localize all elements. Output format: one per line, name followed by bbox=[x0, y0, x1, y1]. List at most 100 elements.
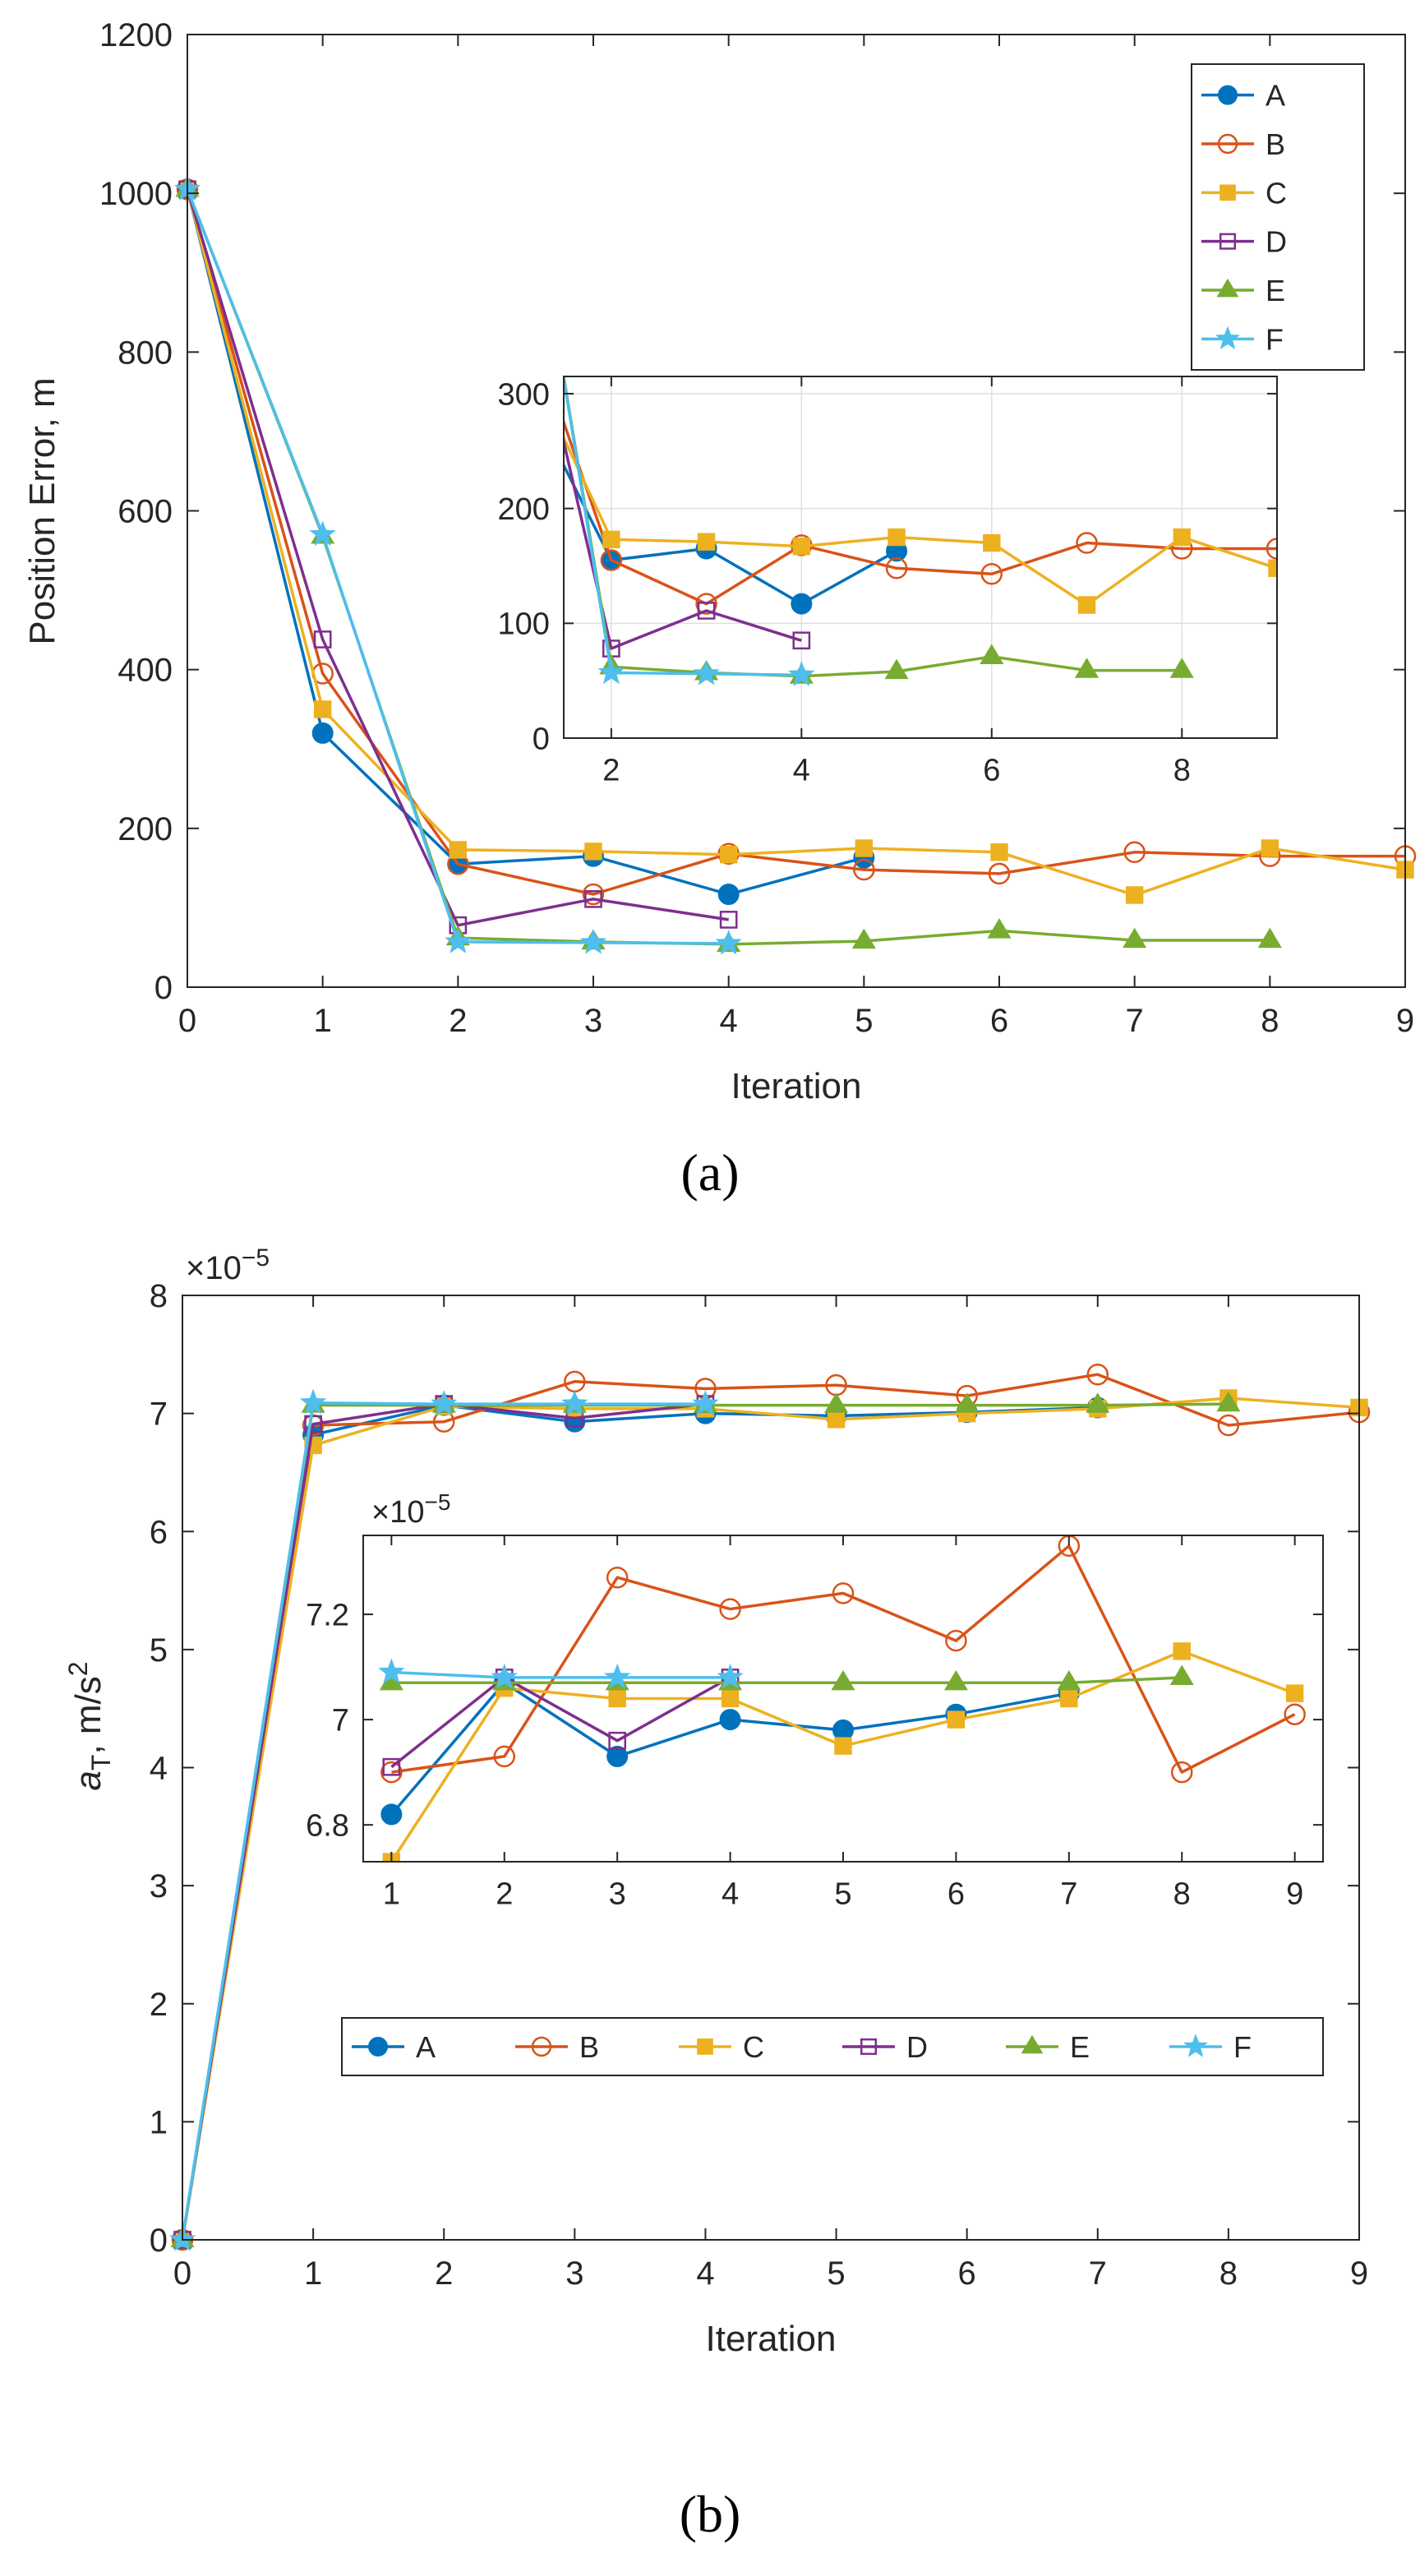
legend-label-e: E bbox=[1266, 274, 1285, 307]
chart-a-point-e-5 bbox=[851, 928, 876, 949]
chart-b-ytick-label-8: 8 bbox=[150, 1278, 168, 1314]
chart-b-inset-point-c-6 bbox=[947, 1710, 966, 1729]
chart-a-ytick-label-3: 600 bbox=[118, 494, 173, 530]
chart-b-point-e-8 bbox=[1216, 1391, 1241, 1412]
chart-a-inset-point-e-7 bbox=[1074, 658, 1100, 678]
chart-a-legend-entry-f: F bbox=[1201, 322, 1284, 356]
legend-label-a: A bbox=[416, 2030, 436, 2064]
chart-b-xtick-label-9: 9 bbox=[1350, 2255, 1368, 2292]
chart-b-inset-point-c-5 bbox=[834, 1737, 852, 1755]
chart-b-ytick-label-4: 4 bbox=[150, 1751, 168, 1787]
chart-b-point-e-5 bbox=[823, 1392, 849, 1413]
chart-b-inset-point-e-8 bbox=[1169, 1664, 1194, 1686]
chart-b-point-f-2 bbox=[431, 1390, 458, 1415]
chart-a-inset-point-e-5 bbox=[884, 658, 909, 680]
legend-marker-e bbox=[1021, 2034, 1044, 2054]
chart-a-ytick-label-4: 800 bbox=[118, 335, 173, 371]
chart-a-inset-point-c-5 bbox=[888, 528, 906, 547]
chart-a-inset-series-c bbox=[564, 434, 1277, 614]
chart-b-inset-xtick-label-5: 6 bbox=[947, 1877, 965, 1911]
chart-a-point-c-1 bbox=[313, 700, 332, 718]
chart-b-inset-xtick-label-6: 7 bbox=[1060, 1877, 1077, 1911]
chart-a-point-c-3 bbox=[584, 843, 602, 861]
chart-b-inset-point-f-1 bbox=[378, 1658, 405, 1684]
chart-a-point-e-7 bbox=[1123, 927, 1147, 949]
chart-a-inset: 2 4 6 8 0 100 200 300 bbox=[497, 376, 1278, 787]
chart-b-point-b-7 bbox=[1086, 1363, 1109, 1386]
chart-b-inset-point-f-4 bbox=[717, 1663, 744, 1689]
chart-b-inset-point-b-1 bbox=[380, 1761, 403, 1784]
chart-b-point-b-8 bbox=[1217, 1414, 1240, 1437]
chart-a-inset-plot-area bbox=[564, 376, 1277, 738]
chart-a-ytick-label-2: 400 bbox=[118, 653, 173, 689]
chart-a-legend-entry-c: C bbox=[1201, 176, 1287, 210]
chart-b-inset-series-b bbox=[380, 1535, 1306, 1784]
chart-b-inset-xtick-label-1: 2 bbox=[496, 1877, 513, 1911]
chart-b-inset-ytick-label-0: 6.8 bbox=[306, 1808, 349, 1843]
chart-b-exponent-label: ×10−5 bbox=[186, 1244, 270, 1286]
chart-b-inset-point-f-3 bbox=[603, 1663, 631, 1689]
chart-b-inset-point-b-9 bbox=[1284, 1703, 1306, 1725]
chart-a-inset-xtick-label-3: 8 bbox=[1173, 753, 1191, 787]
chart-a-inset-point-d-4 bbox=[792, 631, 811, 650]
chart-b-inset-point-b-8 bbox=[1170, 1761, 1193, 1784]
chart-a-inset-ytick-label-2: 200 bbox=[497, 492, 549, 527]
chart-b-inset-xtick-label-2: 3 bbox=[609, 1877, 626, 1911]
legend-marker-a bbox=[368, 2037, 388, 2057]
chart-a-xtick-label-5: 5 bbox=[855, 1003, 873, 1039]
chart-a-point-e-6 bbox=[987, 918, 1012, 939]
chart-a-inset-point-f-3 bbox=[693, 659, 720, 686]
chart-a-inset-point-b-3 bbox=[695, 593, 717, 615]
chart-b-inset-point-a-5 bbox=[832, 1719, 854, 1741]
chart-a-point-f-3 bbox=[579, 928, 607, 954]
chart-a-point-f-4 bbox=[715, 929, 742, 955]
chart-a-xtick-label-0: 0 bbox=[178, 1003, 196, 1039]
chart-a-inset-point-b-6 bbox=[980, 563, 1003, 585]
legend-label-f: F bbox=[1233, 2030, 1252, 2064]
chart-a-ytick-label-5: 1000 bbox=[99, 176, 173, 212]
chart-b-inset-point-b-6 bbox=[945, 1629, 967, 1652]
chart-b-point-d-1 bbox=[304, 1415, 322, 1433]
chart-b-inset-line-e bbox=[391, 1676, 1183, 1685]
chart-a-inset-xtick-label-0: 2 bbox=[602, 753, 620, 787]
chart-a-inset-point-b-5 bbox=[885, 557, 908, 579]
chart-a-point-c-7 bbox=[1125, 886, 1144, 904]
chart-a-inset-point-e-8 bbox=[1169, 658, 1194, 678]
chart-a-inset-data bbox=[564, 376, 1277, 686]
chart-b-inset-point-b-3 bbox=[606, 1566, 629, 1589]
chart-b-ytick-label-5: 5 bbox=[150, 1632, 168, 1669]
legend-label-d: D bbox=[906, 2030, 928, 2064]
chart-a-inset-point-f-4 bbox=[788, 661, 815, 686]
chart-a-point-f-1 bbox=[309, 520, 336, 547]
chart-a-inset-point-e-6 bbox=[980, 644, 1004, 664]
chart-a-inset-line-f bbox=[564, 376, 802, 676]
chart-a-ytick-label-1: 200 bbox=[118, 811, 173, 847]
chart-b-exponent-power: −5 bbox=[242, 1244, 270, 1272]
chart-b-inset-exponent-power: −5 bbox=[424, 1489, 450, 1515]
chart-b-inset-ytick-label-2: 7.2 bbox=[306, 1598, 349, 1632]
chart-a-point-a-1 bbox=[311, 722, 334, 744]
chart-b-inset-point-c-3 bbox=[608, 1689, 626, 1708]
legend-marker-c bbox=[697, 2038, 713, 2055]
legend-label-d: D bbox=[1266, 225, 1287, 259]
chart-b-inset-xtick-label-8: 9 bbox=[1286, 1877, 1303, 1911]
chart-b-inset-series-f bbox=[378, 1658, 744, 1689]
chart-b-point-f-3 bbox=[561, 1390, 588, 1415]
chart-b-inset-ytick-label-1: 7 bbox=[332, 1703, 349, 1738]
chart-b-ylabel-unit: , m/s bbox=[68, 1676, 108, 1754]
chart-a-point-b-7 bbox=[1123, 841, 1146, 864]
legend-label-e: E bbox=[1070, 2030, 1090, 2064]
legend-marker-c bbox=[1219, 184, 1236, 201]
chart-b-inset-line-f bbox=[391, 1670, 731, 1679]
legend-marker-f bbox=[1183, 2034, 1208, 2057]
chart-b-ytick-label-0: 0 bbox=[150, 2223, 168, 2259]
legend-marker-e bbox=[1216, 278, 1239, 298]
legend-marker-f bbox=[1215, 325, 1240, 350]
chart-b-inset-point-b-4 bbox=[719, 1598, 741, 1620]
chart-b-xlabel: Iteration bbox=[706, 2319, 837, 2359]
chart-b-ytick-label-7: 7 bbox=[150, 1396, 168, 1433]
chart-a-inset-line-b bbox=[564, 418, 1277, 606]
chart-b-legend-entry-c: C bbox=[679, 2030, 764, 2064]
